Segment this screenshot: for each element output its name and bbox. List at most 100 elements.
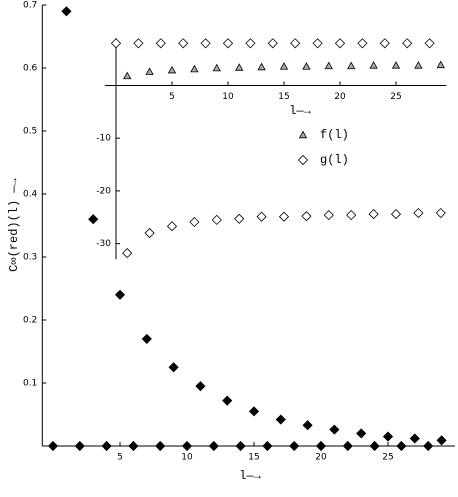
data-point [413, 207, 424, 219]
data-point [347, 61, 356, 70]
data-point [234, 213, 245, 224]
data-point [167, 65, 177, 74]
data-point [391, 61, 401, 69]
data-point [436, 60, 445, 69]
y-tick-label: 0.2 [23, 316, 37, 326]
data-point [181, 440, 193, 452]
data-point [312, 38, 323, 49]
data-point [324, 61, 333, 70]
data-point [402, 38, 413, 49]
y-tick-label: 0.5 [23, 127, 37, 137]
data-point [123, 71, 132, 80]
x-tick-label: 5 [117, 453, 123, 463]
data-point [128, 440, 139, 452]
legend-marker [298, 130, 308, 139]
data-point [382, 431, 394, 442]
data-point [262, 440, 273, 452]
data-point [178, 38, 189, 49]
data-point [166, 221, 178, 232]
x-tick-label: 20 [315, 453, 327, 463]
x-tick-label: 20 [334, 92, 346, 102]
data-point [145, 67, 154, 75]
data-point [256, 211, 267, 222]
data-point [155, 440, 166, 452]
y-tick-label: -10 [96, 134, 111, 144]
legend-label: g(l) [320, 153, 349, 167]
data-point [356, 428, 367, 439]
data-point [368, 209, 379, 220]
x-tick-label: 25 [390, 92, 401, 102]
data-point [114, 289, 126, 300]
x-axis-label: l—→ [289, 104, 311, 118]
data-point [267, 38, 278, 49]
y-tick-label: -20 [96, 186, 111, 196]
data-point [133, 38, 144, 49]
data-point [424, 38, 435, 49]
data-point [189, 216, 200, 228]
data-point [144, 227, 155, 239]
data-point [279, 62, 289, 70]
y-tick-label: 0.7 [23, 1, 37, 11]
data-point [74, 440, 85, 452]
data-point [379, 38, 390, 49]
data-point [208, 440, 219, 452]
data-point [369, 440, 380, 452]
data-point [334, 38, 346, 49]
data-point [248, 406, 260, 417]
data-point [190, 64, 199, 73]
data-point [212, 63, 221, 72]
data-point [122, 248, 133, 259]
y-tick-label: 0.3 [23, 253, 37, 263]
data-point [435, 207, 446, 219]
data-point [342, 440, 353, 452]
data-point [390, 209, 402, 220]
x-tick-label: 10 [181, 453, 193, 463]
x-tick-label: 5 [169, 92, 175, 102]
data-point [47, 440, 59, 452]
data-point [101, 440, 112, 452]
data-point [289, 440, 300, 452]
data-point [110, 38, 122, 49]
data-point [357, 38, 368, 49]
data-point [275, 414, 286, 425]
y-tick-label: 0.6 [23, 64, 38, 74]
data-point [222, 38, 234, 49]
data-point [211, 214, 222, 225]
data-point [346, 210, 357, 221]
data-point [222, 395, 233, 406]
data-point [88, 214, 99, 225]
data-point [315, 440, 327, 452]
data-point [61, 6, 72, 17]
x-tick-label: 15 [248, 453, 259, 463]
data-point [141, 333, 152, 344]
data-point [302, 62, 311, 70]
data-point [369, 61, 378, 69]
data-point [301, 211, 312, 222]
data-point [257, 62, 266, 71]
data-point [323, 210, 334, 221]
data-point [278, 211, 290, 222]
data-point [423, 440, 434, 452]
y-tick-label: 0.4 [23, 190, 38, 200]
y-axis-label: C∞(red)(l) —→ [7, 177, 21, 271]
data-point [396, 440, 407, 452]
data-point [155, 38, 166, 49]
data-point [195, 381, 206, 392]
legend-marker [297, 154, 309, 166]
x-tick-label: 25 [382, 453, 393, 463]
data-point [235, 440, 246, 452]
data-point [235, 63, 244, 71]
data-point [245, 38, 256, 49]
x-axis-label: l—→ [239, 469, 261, 483]
y-tick-label: -30 [96, 239, 111, 249]
legend-label: f(l) [320, 128, 349, 142]
data-point [290, 38, 301, 49]
data-point [200, 38, 211, 49]
x-tick-label: 15 [278, 92, 289, 102]
y-tick-label: 0.1 [23, 379, 37, 389]
data-point [414, 61, 423, 69]
x-tick-label: 10 [222, 92, 234, 102]
data-point [436, 435, 447, 446]
